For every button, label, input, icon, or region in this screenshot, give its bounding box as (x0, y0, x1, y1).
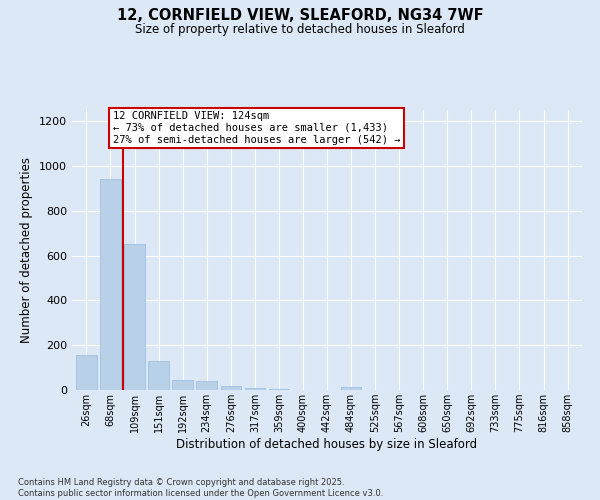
Bar (100, 180, 121, 390)
Bar (172, 380, 193, 390)
Bar (221, 386, 241, 390)
Bar (76, 356, 97, 390)
X-axis label: Distribution of detached houses by size in Sleaford: Distribution of detached houses by size … (176, 438, 478, 451)
Text: Contains HM Land Registry data © Crown copyright and database right 2025.
Contai: Contains HM Land Registry data © Crown c… (18, 478, 383, 498)
Bar (196, 381, 217, 390)
Text: 12 CORNFIELD VIEW: 124sqm
← 73% of detached houses are smaller (1,433)
27% of se: 12 CORNFIELD VIEW: 124sqm ← 73% of detac… (113, 112, 400, 144)
Text: 12, CORNFIELD VIEW, SLEAFORD, NG34 7WF: 12, CORNFIELD VIEW, SLEAFORD, NG34 7WF (116, 8, 484, 22)
Bar (148, 361, 169, 390)
Bar (269, 389, 289, 390)
Y-axis label: Number of detached properties: Number of detached properties (20, 157, 34, 343)
Bar (124, 244, 145, 390)
Bar (245, 388, 265, 390)
Text: Size of property relative to detached houses in Sleaford: Size of property relative to detached ho… (135, 22, 465, 36)
Bar (341, 386, 361, 390)
